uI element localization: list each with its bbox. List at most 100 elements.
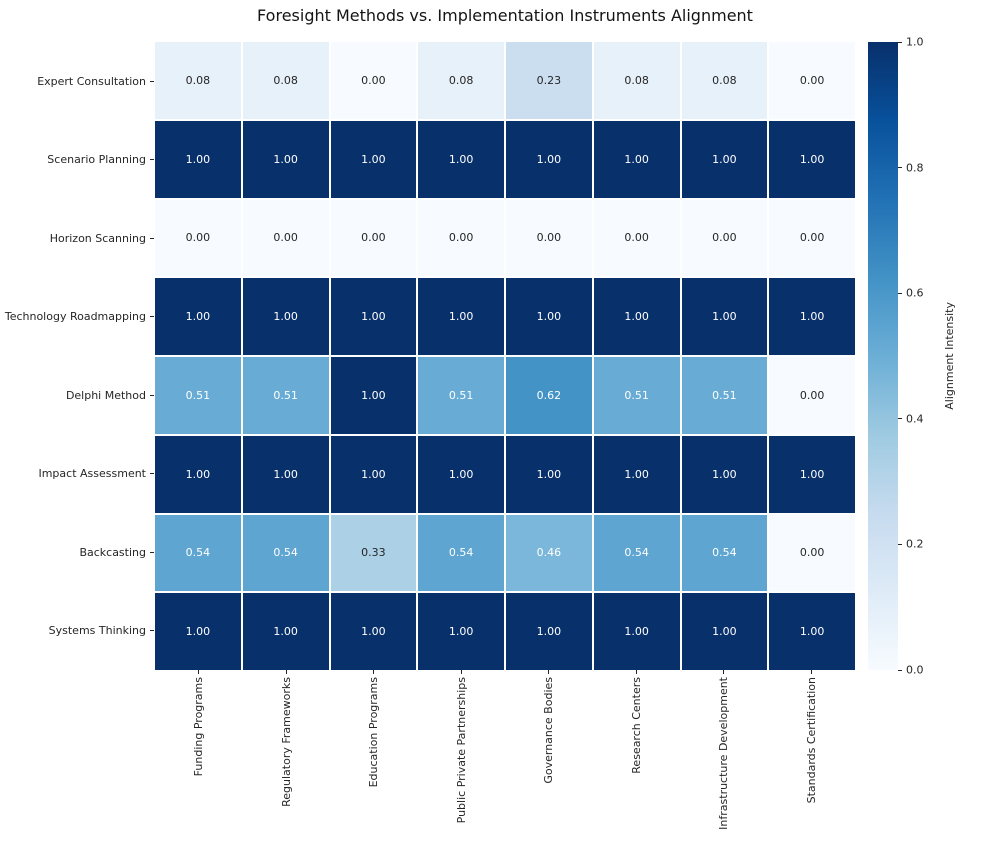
colorbar-tick-mark <box>898 669 902 671</box>
heatmap-cell: 1.00 <box>506 435 592 513</box>
heatmap-cell: 0.51 <box>593 357 680 434</box>
heatmap-grid: 0.08 0.08 0.00 0.08 0.23 0.08 0.08 0.00 1.00 1.00… <box>155 42 855 670</box>
heatmap-cell: 1.00 <box>418 593 504 670</box>
chart-title: Foresight Methods vs. Implementation Ins… <box>257 6 753 25</box>
heatmap-cell: 1.00 <box>418 120 504 198</box>
x-tick-label-text: Public Private Partnerships <box>454 677 468 824</box>
y-tick-label-text: Impact Assessment <box>38 467 146 481</box>
colorbar-tick-mark <box>898 292 902 294</box>
heatmap-cell: 0.00 <box>418 199 504 277</box>
colorbar-tick-label: 0.4 <box>906 412 924 426</box>
heatmap-cell: 0.00 <box>330 42 417 119</box>
heatmap-cell: 1.00 <box>769 120 855 198</box>
heatmap-cell: 0.00 <box>242 199 329 277</box>
heatmap-cell: 1.00 <box>593 435 680 513</box>
y-tick-label-text: Technology Roadmapping <box>4 310 146 324</box>
x-tick-label-text: Funding Programs <box>192 677 206 777</box>
heatmap-cell: 1.00 <box>418 435 504 513</box>
heatmap-cell: 0.46 <box>506 514 592 592</box>
heatmap-cell: 1.00 <box>242 593 329 670</box>
heatmap-cell: 0.08 <box>593 42 680 119</box>
heatmap-cell: 0.54 <box>418 514 504 592</box>
y-tick-label: Technology Roadmapping <box>0 278 154 357</box>
heatmap-cell: 0.23 <box>506 42 592 119</box>
x-tick-label-text: Regulatory Frameworks <box>279 677 293 807</box>
x-tick-label: Governance Bodies <box>505 670 593 850</box>
heatmap-cell: 0.00 <box>681 199 768 277</box>
heatmap-cell: 0.00 <box>506 199 592 277</box>
heatmap-cell: 0.00 <box>769 199 855 277</box>
heatmap-cell: 1.00 <box>681 435 768 513</box>
heatmap-cell: 1.00 <box>155 120 241 198</box>
y-tick-label-text: Delphi Method <box>65 388 146 402</box>
heatmap-cell: 1.00 <box>506 593 592 670</box>
y-tick-label-text: Scenario Planning <box>47 153 146 167</box>
heatmap-cell: 0.00 <box>769 42 855 119</box>
x-tick-mark <box>810 670 812 674</box>
heatmap-cell: 0.51 <box>155 357 241 434</box>
y-tick-label-text: Backcasting <box>79 545 146 559</box>
heatmap-cell: 1.00 <box>769 593 855 670</box>
heatmap-cell: 0.00 <box>593 199 680 277</box>
y-tick-label: Expert Consultation <box>0 42 154 121</box>
x-tick-mark <box>460 670 462 674</box>
heatmap-cell: 1.00 <box>681 120 768 198</box>
heatmap-cell: 1.00 <box>506 278 592 355</box>
heatmap-cell: 1.00 <box>242 278 329 355</box>
heatmap-cell: 1.00 <box>593 278 680 355</box>
heatmap-cell: 1.00 <box>593 593 680 670</box>
y-tick-mark <box>150 159 154 161</box>
y-tick-mark <box>150 80 154 82</box>
heatmap-cell: 0.54 <box>593 514 680 592</box>
colorbar-tick-label: 1.0 <box>906 35 924 49</box>
y-tick-mark <box>150 394 154 396</box>
y-tick-label: Scenario Planning <box>0 121 154 200</box>
colorbar-tick-label: 0.2 <box>906 537 924 551</box>
y-axis-labels: Expert Consultation Scenario Planning Hori… <box>0 42 154 670</box>
x-tick-mark <box>198 670 200 674</box>
heatmap-cell: 0.51 <box>418 357 504 434</box>
x-tick-mark <box>635 670 637 674</box>
x-tick-mark <box>723 670 725 674</box>
heatmap-cell: 0.51 <box>681 357 768 434</box>
heatmap-cell: 0.00 <box>330 199 417 277</box>
heatmap-cell: 0.54 <box>242 514 329 592</box>
y-tick-label-text: Horizon Scanning <box>49 231 146 245</box>
x-tick-label: Education Programs <box>330 670 418 850</box>
heatmap-cell: 1.00 <box>769 278 855 355</box>
heatmap-cell: 1.00 <box>593 120 680 198</box>
x-axis-labels: Funding Programs Regulatory Frameworks Edu… <box>155 670 855 850</box>
x-tick-label: Public Private Partnerships <box>418 670 506 850</box>
heatmap-cell: 0.54 <box>681 514 768 592</box>
y-tick-mark <box>150 316 154 318</box>
colorbar-tick-label: 0.6 <box>906 286 924 300</box>
y-tick-mark <box>150 630 154 632</box>
heatmap-cell: 1.00 <box>681 278 768 355</box>
colorbar-tick-mark <box>898 167 902 169</box>
y-tick-label-text: Expert Consultation <box>37 74 146 88</box>
heatmap-cell: 1.00 <box>418 278 504 355</box>
y-tick-label: Backcasting <box>0 513 154 592</box>
colorbar-tick-mark <box>898 41 902 43</box>
heatmap-cell: 1.00 <box>506 120 592 198</box>
heatmap-cell: 1.00 <box>330 435 417 513</box>
colorbar-tick-label: 0.8 <box>906 161 924 175</box>
colorbar-tick-mark <box>898 543 902 545</box>
x-tick-label-text: Standards Certification <box>804 677 818 804</box>
x-tick-label-text: Infrastructure Development <box>717 677 731 830</box>
heatmap-cell: 1.00 <box>155 593 241 670</box>
heatmap-cell: 0.33 <box>330 514 417 592</box>
x-tick-label-text: Governance Bodies <box>542 677 556 784</box>
heatmap-cell: 0.62 <box>506 357 592 434</box>
x-tick-mark <box>373 670 375 674</box>
heatmap-cell: 1.00 <box>330 593 417 670</box>
colorbar-gradient <box>868 42 898 670</box>
x-tick-label: Infrastructure Development <box>680 670 768 850</box>
heatmap-cell: 0.54 <box>155 514 241 592</box>
heatmap-cell: 1.00 <box>155 278 241 355</box>
x-tick-label-text: Research Centers <box>629 677 643 774</box>
heatmap-cell: 1.00 <box>155 435 241 513</box>
y-tick-mark <box>150 551 154 553</box>
heatmap-cell: 1.00 <box>681 593 768 670</box>
x-tick-label: Research Centers <box>593 670 681 850</box>
